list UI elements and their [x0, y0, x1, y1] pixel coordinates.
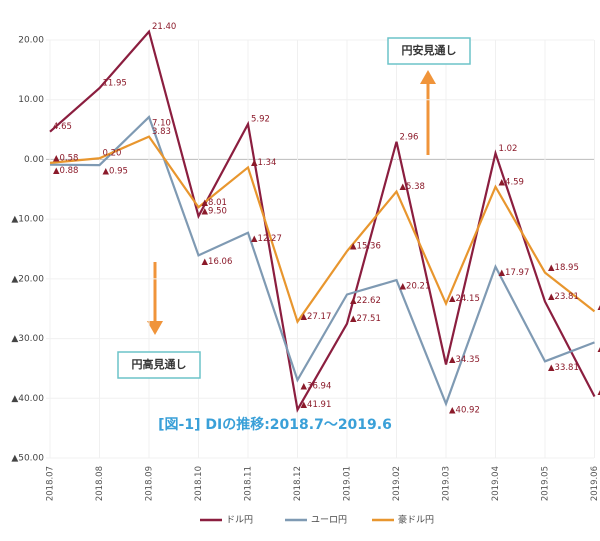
data-label: ▲4.59	[499, 177, 524, 187]
data-label: ▲39.70	[598, 387, 600, 397]
data-label: ▲18.95	[548, 263, 579, 273]
data-label: 7.10	[152, 119, 171, 129]
x-tick-label: 2019.06	[590, 466, 600, 501]
data-label: ▲27.17	[301, 312, 332, 322]
data-label: ▲25.45	[598, 302, 600, 312]
y-tick-label: ▲30.00	[11, 334, 44, 344]
data-label: ▲9.50	[202, 207, 227, 217]
series-line	[49, 29, 596, 413]
data-label: 11.95	[103, 79, 127, 89]
x-tick-label: 2018.07	[46, 466, 56, 501]
data-label: ▲23.81	[548, 292, 579, 302]
chart-title: [図-1] DIの推移:2018.7～2019.6	[158, 416, 392, 433]
arrow-down-head	[147, 321, 163, 335]
data-label: ▲27.51	[350, 314, 381, 324]
data-label: 0.20	[103, 149, 122, 159]
x-tick-label: 2019.01	[343, 466, 353, 501]
data-label: ▲12.27	[251, 234, 282, 244]
arrow-up-head	[420, 70, 436, 84]
data-label: 2.96	[400, 132, 419, 142]
series-line	[49, 115, 595, 407]
x-tick-label: 2018.08	[95, 466, 105, 501]
data-label: ▲20.21	[400, 282, 431, 292]
legend-label: 豪ドル円	[398, 514, 434, 526]
data-label: ▲36.94	[301, 382, 332, 392]
data-label: ▲34.35	[449, 355, 480, 365]
data-label: 1.02	[499, 144, 518, 154]
data-label: ▲22.62	[350, 296, 381, 306]
data-label: ▲8.01	[202, 198, 227, 208]
data-label: 3.83	[152, 127, 171, 137]
data-label: ▲30.64	[598, 344, 600, 354]
x-tick-label: 2019.05	[541, 466, 551, 501]
y-tick-label: 20.00	[18, 36, 44, 46]
x-tick-label: 2019.03	[442, 466, 452, 501]
data-label: ▲15.36	[350, 242, 381, 252]
y-tick-label: ▲50.00	[11, 454, 44, 464]
annotation-box	[117, 351, 201, 379]
y-tick-label: ▲20.00	[11, 274, 44, 284]
data-label: ▲16.06	[202, 257, 233, 267]
y-tick-label: 0.00	[24, 155, 44, 165]
data-label: ▲24.15	[449, 294, 480, 304]
y-tick-label: ▲40.00	[11, 394, 44, 404]
y-tick-label: 10.00	[18, 95, 44, 105]
annotation: 円高見通し	[132, 357, 187, 371]
data-label: ▲0.88	[53, 166, 78, 176]
x-tick-label: 2019.02	[392, 466, 402, 501]
data-label: ▲0.58	[53, 153, 78, 163]
x-tick-label: 2018.11	[244, 466, 254, 501]
data-label: 5.92	[251, 115, 270, 125]
data-label: ▲5.38	[400, 182, 425, 192]
legend-label: ユーロ円	[311, 515, 347, 526]
y-tick-label: ▲10.00	[11, 215, 44, 225]
data-label: ▲40.92	[449, 405, 480, 415]
x-tick-label: 2018.10	[194, 466, 204, 501]
legend-label: ドル円	[226, 515, 253, 526]
data-label: ▲41.91	[301, 400, 332, 410]
x-tick-label: 2018.12	[293, 466, 303, 501]
data-label: ▲0.95	[103, 167, 128, 177]
data-label: ▲33.81	[548, 363, 579, 373]
data-label: 4.65	[53, 122, 72, 132]
x-tick-label: 2018.09	[145, 466, 155, 501]
data-label: ▲17.97	[499, 268, 530, 278]
series-line	[49, 135, 596, 325]
data-label: 21.40	[152, 22, 176, 32]
data-label: ▲1.34	[251, 158, 276, 168]
annotation: 円安見通し	[402, 43, 457, 57]
x-tick-label: 2019.04	[491, 466, 501, 501]
annotation-box	[387, 37, 471, 65]
